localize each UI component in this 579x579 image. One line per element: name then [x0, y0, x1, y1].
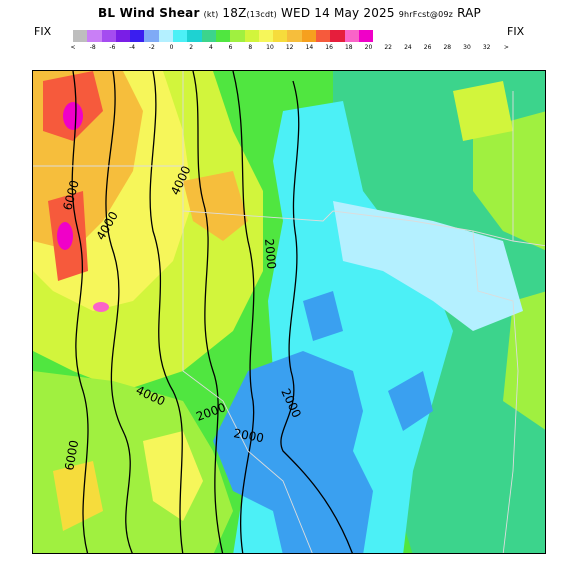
title-forecast: 9hrFcst@09z [398, 10, 454, 19]
color-scale-cell [287, 30, 302, 42]
color-scale-ticks: < -8 -6 -4 -2 0 2 4 6 8 10 12 14 16 18 20 22 24 26 28 30 32 > [66, 44, 509, 53]
border-line [472, 230, 519, 553]
color-scale-cell [215, 30, 231, 42]
color-scale-tick-label: > [503, 44, 509, 51]
color-scale-cell [158, 30, 174, 42]
shading-region-central-orange [183, 171, 248, 241]
state-borders [33, 71, 545, 553]
color-scale-cell [344, 30, 359, 42]
color-scale-tick-label: 8 [248, 44, 253, 51]
color-scale-cell [358, 30, 374, 42]
contour-line [149, 71, 184, 553]
color-scale-tick-label: 6 [228, 44, 233, 51]
color-scale-cell [201, 30, 216, 42]
fix-label-left: FIX [34, 25, 52, 38]
fix-label-right: FIX [507, 25, 525, 38]
color-scale-tick-label: 18 [344, 44, 353, 51]
color-scale-tick-label: 28 [443, 44, 452, 51]
wind-shear-map: 6000 4000 4000 2000 2000 2000 4000 2000 … [33, 71, 545, 553]
color-scale-cell [87, 30, 102, 42]
color-scale-cell [330, 30, 345, 42]
color-scale-cell [301, 30, 317, 42]
color-scale-tick-label: 24 [404, 44, 412, 51]
border-line [33, 165, 545, 247]
color-scale-cell [187, 30, 202, 42]
contour-label-6000-south: 6000 [62, 439, 81, 472]
color-scale-tick-label: 0 [169, 44, 174, 51]
color-scale-tick-label: -6 [109, 44, 116, 51]
color-scale-cell [258, 30, 274, 42]
shading-region-blue-spot-2 [388, 371, 433, 431]
color-scale-tick-label: 2 [189, 44, 194, 51]
color-scale-cell [130, 30, 145, 42]
color-scale-cell [230, 30, 245, 42]
color-scale-tick-label: -8 [89, 44, 96, 51]
map-title: BL Wind Shear (kt) 18Z(13cdt) WED 14 May… [0, 6, 579, 20]
color-scale-tick-label: 22 [384, 44, 393, 51]
contour-label-2000-north: 2000 [262, 238, 279, 270]
border-line [182, 211, 313, 553]
contour-line [105, 71, 133, 553]
color-scale-bar [73, 30, 374, 42]
title-valid-time: 18Z [222, 6, 247, 20]
title-local-time: (13cdt) [246, 10, 277, 19]
color-scale-tick-label: -2 [148, 44, 155, 51]
shading-region-pale-cyan [333, 201, 523, 331]
color-scale-tick-label: 30 [463, 44, 471, 51]
color-scale-tick-label: < [70, 44, 76, 51]
map-panel: 6000 4000 4000 2000 2000 2000 4000 2000 … [32, 70, 546, 554]
shading-region-magenta-max-1 [63, 102, 83, 130]
contour-line [192, 71, 224, 553]
color-scale-tick-label: 14 [305, 44, 314, 51]
shading-region-northeast-lime [473, 111, 545, 251]
title-date: WED 14 May 2025 [280, 6, 395, 20]
contour-line [71, 71, 89, 553]
color-scale-tick-label: 26 [423, 44, 432, 51]
color-scale-tick-label: 20 [364, 44, 373, 51]
color-scale-cell [273, 30, 288, 42]
color-scale-cell [73, 30, 88, 42]
shading-region-northeast-yellow [453, 81, 513, 141]
color-scale-tick-label: 4 [208, 44, 213, 51]
shading-region-magenta-max-3 [93, 302, 109, 312]
title-units: (kt) [203, 10, 219, 19]
color-scale-cell [316, 30, 331, 42]
title-model: RAP [457, 6, 481, 20]
color-scale-cell [244, 30, 259, 42]
color-scale-cell [144, 30, 159, 42]
color-scale-tick-label: 16 [325, 44, 333, 51]
contour-line [232, 71, 255, 553]
color-scale-tick-label: 12 [285, 44, 294, 51]
shading-region-blue-spot-1 [303, 291, 343, 341]
color-scale-tick-label: -4 [129, 44, 136, 51]
color-scale-cell [101, 30, 116, 42]
shading-region-southwest-yellow [143, 431, 203, 521]
contour-line [280, 80, 353, 553]
color-scale-cell [173, 30, 188, 42]
title-field-name: BL Wind Shear [98, 6, 200, 20]
shading-region-east-lime [503, 291, 545, 430]
color-scale-tick-label: 32 [482, 44, 491, 51]
color-scale-tick-label: 10 [266, 44, 274, 51]
contour-label-2000-lowland: 2000 [232, 426, 265, 445]
height-contours [71, 71, 353, 553]
color-scale-cell [115, 30, 131, 42]
shading-region-south-yellow [53, 461, 103, 531]
shading-region-magenta-max-2 [57, 222, 73, 250]
